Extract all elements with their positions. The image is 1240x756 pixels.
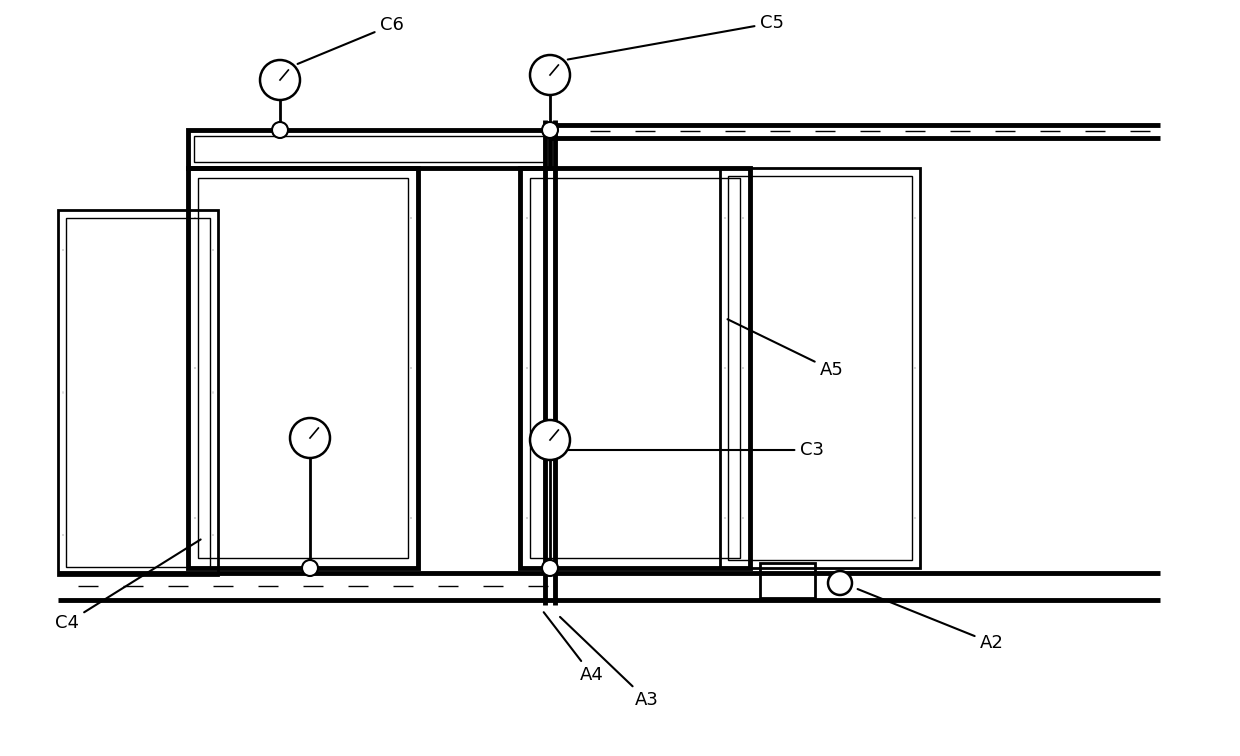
- Bar: [520, 168, 750, 568]
- Bar: [529, 178, 740, 558]
- Bar: [58, 210, 218, 575]
- Circle shape: [303, 560, 317, 576]
- Bar: [188, 130, 551, 168]
- Bar: [720, 168, 920, 568]
- Text: A4: A4: [543, 612, 604, 684]
- Text: C5: C5: [568, 14, 784, 60]
- Circle shape: [529, 420, 570, 460]
- Bar: [193, 136, 544, 162]
- Circle shape: [529, 55, 570, 95]
- Bar: [198, 178, 408, 558]
- Text: A3: A3: [560, 617, 658, 709]
- Circle shape: [260, 60, 300, 100]
- Bar: [66, 218, 210, 567]
- Bar: [728, 176, 911, 560]
- Text: C4: C4: [55, 540, 201, 632]
- Circle shape: [542, 122, 558, 138]
- Circle shape: [542, 560, 558, 576]
- Bar: [188, 168, 418, 568]
- Text: C6: C6: [298, 16, 404, 64]
- Text: A2: A2: [858, 589, 1004, 652]
- Text: C3: C3: [560, 441, 825, 459]
- Bar: [760, 563, 815, 598]
- Text: A5: A5: [728, 319, 844, 379]
- Circle shape: [828, 571, 852, 595]
- Circle shape: [272, 122, 288, 138]
- Circle shape: [290, 418, 330, 458]
